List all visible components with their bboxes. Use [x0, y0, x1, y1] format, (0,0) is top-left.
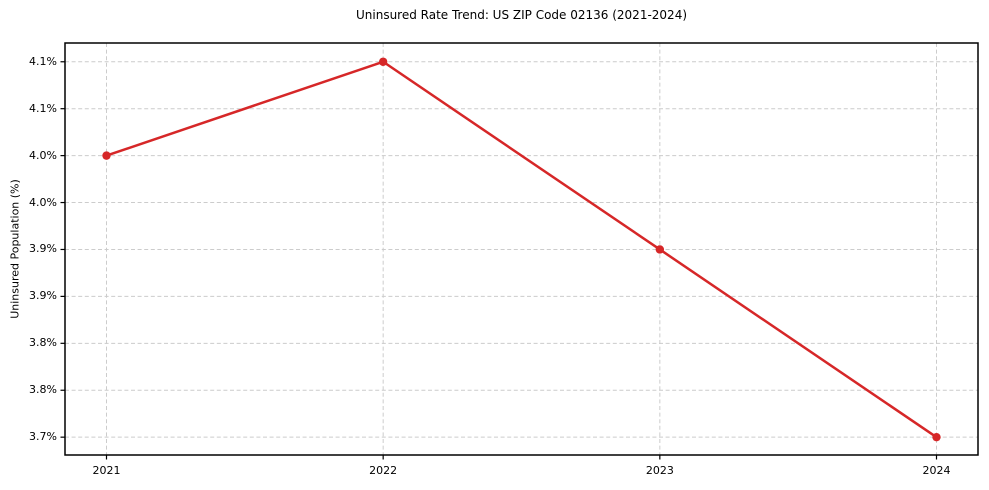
trend-line — [105, 60, 938, 439]
x-tick-label: 2022 — [369, 464, 398, 477]
y-tick-label: 4.0% — [29, 148, 57, 162]
y-tick-label: 4.1% — [29, 101, 57, 115]
x-tick-label: 2021 — [92, 464, 121, 477]
line-chart-plot-area — [60, 42, 979, 460]
y-tick-label: 4.1% — [29, 54, 57, 68]
data-point-2023 — [655, 245, 665, 254]
data-point-2024 — [932, 432, 941, 442]
data-point-2021 — [102, 151, 111, 160]
x-tick-label: 2024 — [922, 464, 951, 477]
data-point-2022 — [378, 57, 388, 66]
y-tick-label: 4.0% — [29, 195, 57, 209]
y-tick-label: 3.8% — [29, 383, 57, 397]
y-tick-label: 3.7% — [29, 430, 57, 444]
x-tick-label: 2023 — [645, 464, 674, 477]
y-tick-label: 3.8% — [29, 336, 57, 350]
y-tick-label: 3.9% — [29, 242, 57, 256]
y-tick-label: 3.9% — [29, 289, 57, 303]
chart-title: Uninsured Rate Trend: US ZIP Code 02136 … — [355, 8, 688, 22]
